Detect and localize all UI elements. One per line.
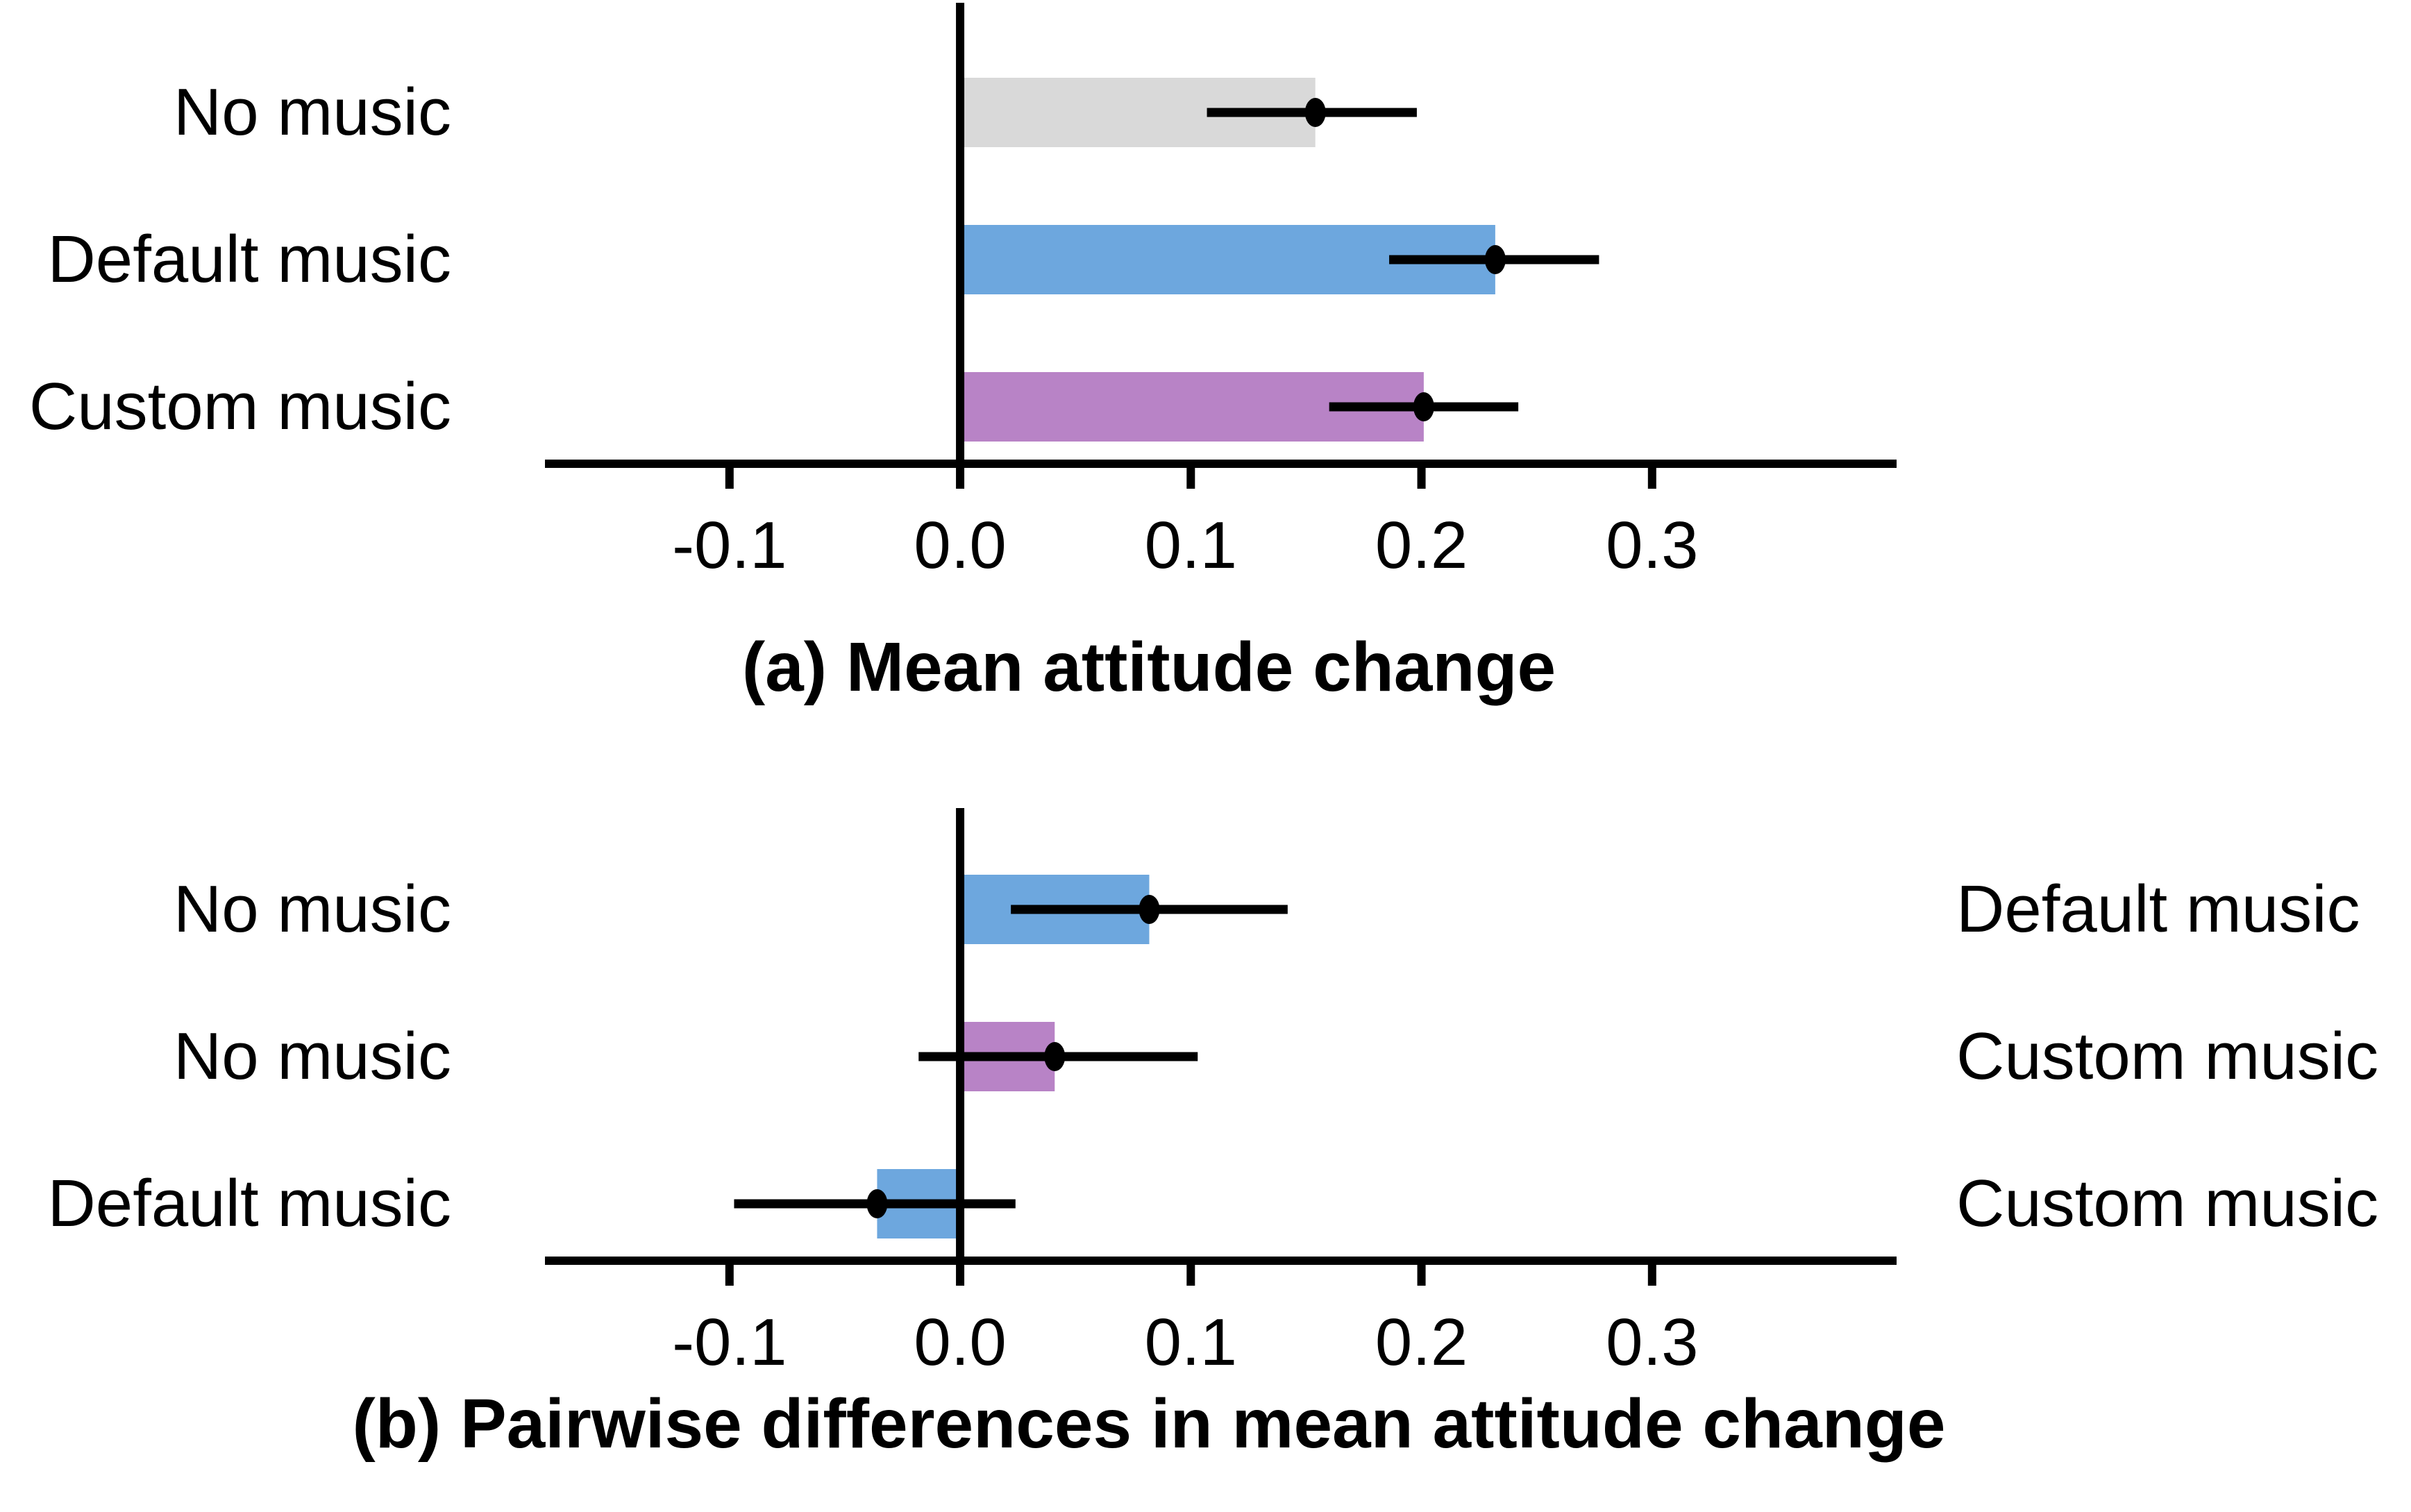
x-tick-label: 0.1 — [1145, 508, 1237, 582]
x-tick — [956, 1265, 965, 1286]
x-tick-label: 0.3 — [1606, 1305, 1698, 1379]
zero-line — [956, 3, 965, 468]
point-marker — [1484, 245, 1506, 274]
x-tick-label: 0.0 — [914, 508, 1006, 582]
point-marker — [866, 1189, 888, 1218]
x-tick — [1647, 468, 1656, 489]
x-tick — [1186, 468, 1195, 489]
x-tick-label: 0.3 — [1606, 508, 1698, 582]
point-marker — [1044, 1042, 1066, 1071]
x-tick — [725, 468, 734, 489]
panel-a-plot: -0.1 0.0 0.1 0.2 0.3 — [545, 3, 1897, 582]
panel-b-plot: -0.1 0.0 0.1 0.2 0.3 — [545, 808, 1897, 1379]
x-axis-line — [545, 460, 1897, 468]
x-tick — [1417, 468, 1426, 489]
panel-a-category-label: Custom music — [28, 369, 451, 444]
x-tick-label: -0.1 — [672, 1305, 787, 1379]
point-marker — [1304, 98, 1326, 127]
x-tick — [725, 1265, 734, 1286]
zero-line — [956, 808, 965, 1265]
panel-b-left-label: No music — [173, 872, 451, 946]
panel-a-category-label: No music — [173, 75, 451, 149]
panel-b-left-label: Default music — [47, 1166, 451, 1241]
x-tick — [956, 468, 965, 489]
panel-b-left-label: No music — [173, 1019, 451, 1093]
x-tick-label: 0.2 — [1375, 508, 1468, 582]
point-marker — [1139, 895, 1160, 924]
panel-b-right-label: Custom music — [1956, 1019, 2379, 1093]
x-axis-line — [545, 1257, 1897, 1265]
x-tick — [1186, 1265, 1195, 1286]
point-marker — [1413, 392, 1434, 421]
panel-a-category-label: Default music — [47, 222, 451, 296]
panel-b-caption: (b) Pairwise differences in mean attitud… — [352, 1385, 1946, 1463]
panel-b-right-label: Custom music — [1956, 1166, 2379, 1241]
x-tick-label: 0.2 — [1375, 1305, 1468, 1379]
x-tick — [1647, 1265, 1656, 1286]
x-tick-label: 0.1 — [1145, 1305, 1237, 1379]
panel-a-caption: (a) Mean attitude change — [741, 628, 1556, 706]
x-tick-label: -0.1 — [672, 508, 787, 582]
panel-b-right-label: Default music — [1956, 872, 2360, 946]
x-tick — [1417, 1265, 1426, 1286]
x-tick-label: 0.0 — [914, 1305, 1006, 1379]
